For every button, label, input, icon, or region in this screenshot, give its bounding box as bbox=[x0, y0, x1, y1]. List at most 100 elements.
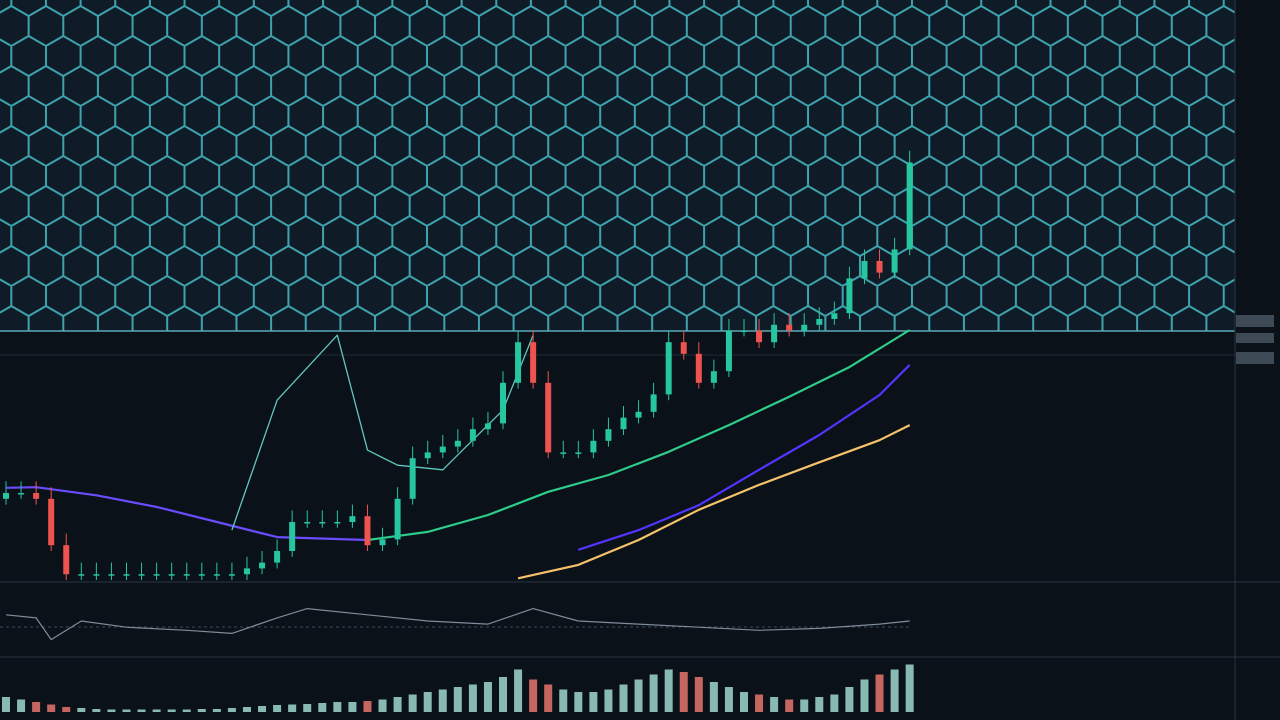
volume-bar bbox=[378, 699, 387, 712]
candle-body bbox=[168, 574, 175, 576]
candle-body bbox=[710, 371, 717, 383]
volume-bar bbox=[227, 708, 236, 712]
volume-bar bbox=[739, 692, 748, 712]
volume-bar bbox=[890, 669, 899, 712]
volume-bar bbox=[755, 694, 764, 712]
volume-bar bbox=[17, 699, 26, 712]
candle-body bbox=[635, 411, 642, 418]
volume-bar bbox=[258, 706, 267, 712]
candle-body bbox=[198, 574, 205, 576]
volume-bar bbox=[348, 702, 357, 712]
candle-body bbox=[259, 562, 266, 569]
candle-body bbox=[63, 545, 70, 575]
hex-grid bbox=[0, 0, 1235, 331]
marks bbox=[2, 150, 914, 712]
volume-bar bbox=[589, 692, 598, 712]
volume-bar bbox=[137, 709, 146, 712]
volume-bar bbox=[318, 703, 327, 712]
volume-bar bbox=[423, 692, 432, 712]
candle-body bbox=[243, 568, 250, 575]
volume-bar bbox=[152, 709, 161, 712]
candle-body bbox=[515, 342, 522, 383]
candle-body bbox=[424, 452, 431, 459]
volume-bar bbox=[724, 687, 733, 712]
volume-bar bbox=[875, 674, 884, 712]
volume-bar bbox=[393, 697, 402, 712]
line-series bbox=[5, 608, 910, 641]
volume-bar bbox=[92, 709, 101, 712]
volume-bar bbox=[649, 674, 658, 712]
volume-bar bbox=[2, 697, 10, 712]
volume-bar bbox=[438, 689, 447, 712]
candle-body bbox=[123, 574, 130, 576]
candle-body bbox=[846, 278, 853, 314]
candle-body bbox=[469, 429, 476, 441]
candle-body bbox=[3, 493, 9, 499]
candle-body bbox=[454, 440, 461, 447]
volume-bar bbox=[664, 669, 673, 712]
candle-body bbox=[93, 574, 100, 576]
volume-bar bbox=[288, 704, 297, 712]
volume-bar bbox=[77, 708, 86, 712]
volume-bar bbox=[453, 687, 462, 712]
candle-body bbox=[409, 458, 416, 499]
candle-body bbox=[891, 249, 898, 273]
volume-bar bbox=[559, 689, 568, 712]
candle-body bbox=[484, 423, 491, 430]
candle-body bbox=[394, 498, 401, 540]
volume-bar bbox=[815, 697, 824, 712]
volume-bar bbox=[770, 697, 779, 712]
volume-bar bbox=[529, 679, 538, 712]
candle-body bbox=[665, 342, 672, 395]
volume-bar bbox=[32, 702, 41, 712]
volume-bar bbox=[468, 684, 477, 712]
volume-bar bbox=[709, 682, 718, 712]
line-series bbox=[577, 364, 911, 551]
volume-bar bbox=[574, 692, 583, 712]
volume-bar bbox=[122, 709, 131, 712]
price-marker bbox=[1236, 315, 1274, 327]
volume-bar bbox=[212, 709, 221, 712]
volume-bar bbox=[514, 669, 523, 712]
line-series bbox=[367, 329, 911, 542]
volume-bar bbox=[860, 679, 869, 712]
candle-body bbox=[364, 516, 371, 546]
volume-bar bbox=[604, 689, 613, 712]
candle-body bbox=[183, 574, 190, 576]
candle-body bbox=[725, 330, 732, 372]
volume-bar bbox=[785, 699, 794, 712]
volume-bar bbox=[499, 677, 508, 712]
candle-body bbox=[48, 498, 55, 546]
volume-bar bbox=[107, 709, 116, 712]
candle-body bbox=[439, 446, 446, 453]
volume-bar bbox=[333, 702, 342, 712]
volume-bar bbox=[303, 704, 312, 712]
candle-body bbox=[650, 394, 657, 412]
candle-body bbox=[786, 324, 793, 331]
candle-body bbox=[228, 574, 235, 576]
candle-body bbox=[18, 493, 25, 495]
candle-body bbox=[530, 342, 537, 383]
candle-body bbox=[500, 382, 507, 424]
candle-body bbox=[801, 324, 808, 331]
candle-body bbox=[620, 417, 627, 430]
volume-bar bbox=[62, 707, 71, 712]
candle-body bbox=[153, 574, 160, 576]
volume-bar bbox=[47, 704, 56, 712]
candle-body bbox=[108, 574, 115, 576]
volume-bar bbox=[619, 684, 628, 712]
candle-body bbox=[575, 452, 582, 454]
volume-bar bbox=[273, 705, 282, 712]
candle-body bbox=[319, 522, 326, 524]
candle-body bbox=[213, 574, 220, 576]
candle-body bbox=[771, 324, 778, 343]
candle-body bbox=[605, 429, 612, 441]
candle-body bbox=[33, 493, 40, 499]
candle-body bbox=[876, 261, 883, 273]
volume-bar bbox=[182, 709, 191, 712]
price-marker bbox=[1236, 333, 1274, 343]
volume-bar bbox=[800, 699, 809, 712]
line-series bbox=[517, 424, 911, 580]
volume-bar bbox=[905, 664, 914, 712]
volume-bar bbox=[167, 709, 176, 712]
